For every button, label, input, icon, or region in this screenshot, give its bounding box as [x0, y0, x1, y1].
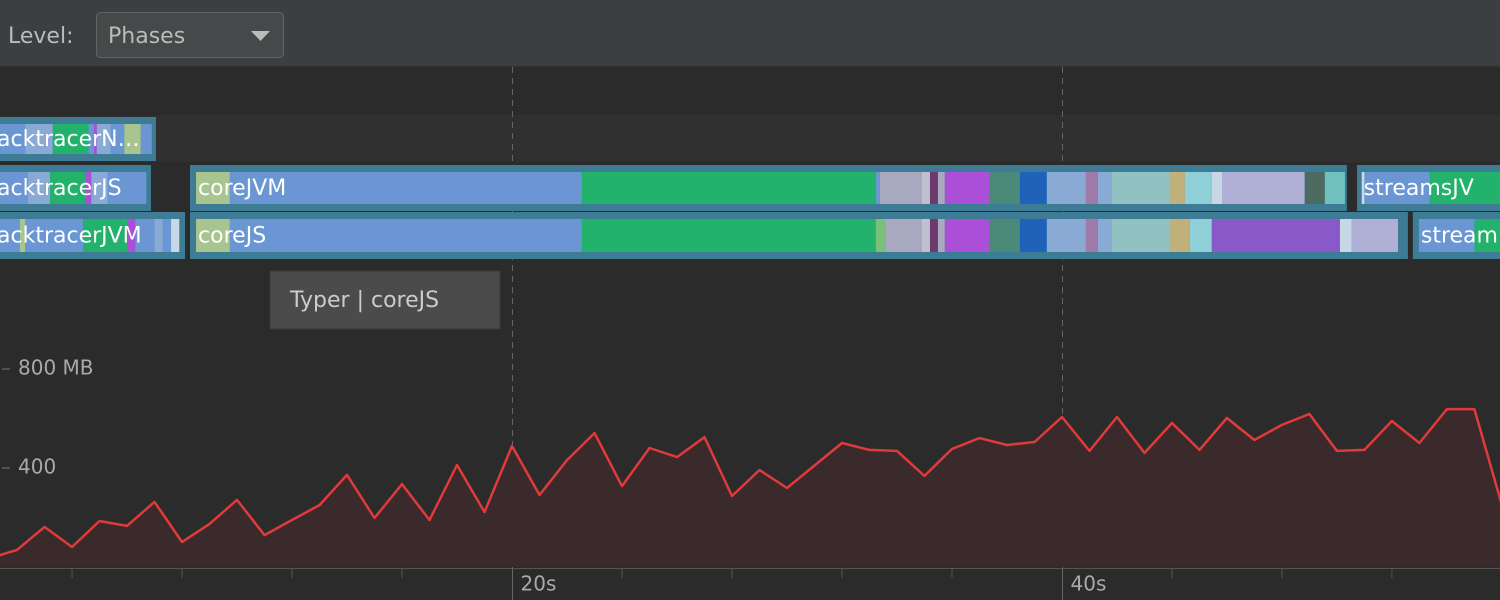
y-tick-label: 800 MB — [18, 356, 94, 380]
phase-segment — [875, 172, 880, 204]
phase-segment — [875, 219, 886, 252]
phase-segment — [1474, 219, 1500, 252]
phase-segment — [1085, 172, 1098, 204]
phase-segment — [929, 219, 938, 252]
phase-segment — [19, 219, 26, 252]
phase-segment — [929, 172, 938, 204]
phase-segment — [88, 124, 95, 154]
phase-label: acktracerJS — [0, 176, 122, 201]
phase-segment — [83, 219, 128, 252]
phase-label: stream — [1421, 224, 1498, 249]
level-dropdown[interactable]: Phases — [96, 12, 284, 58]
phase-segment — [1364, 172, 1430, 204]
phase-segment — [1304, 172, 1325, 204]
tooltip-box — [269, 270, 501, 330]
phase-segment — [140, 124, 152, 154]
track-band — [0, 115, 1500, 162]
phase-segment — [1324, 172, 1345, 204]
phase-segment — [944, 219, 990, 252]
phase-segment — [1170, 219, 1190, 252]
phase-segment — [229, 219, 582, 252]
level-label: Level: — [8, 24, 73, 49]
phase-segment — [1019, 172, 1047, 204]
y-tick-label: 400 — [18, 455, 56, 479]
phase-segment — [229, 172, 582, 204]
phase-segment — [885, 219, 922, 252]
phase-segment — [85, 172, 92, 204]
grid: 20s 40s 400 800 MB — [0, 67, 1500, 600]
dropdown-value[interactable]: Phases — [108, 24, 185, 49]
phase-segment — [1339, 219, 1352, 252]
phase-segment — [879, 172, 922, 204]
phase-segment — [1046, 219, 1086, 252]
phase-segment — [0, 172, 29, 204]
phase-segment — [0, 124, 26, 154]
phase-label: acktracerJVM — [0, 224, 142, 249]
phase-segment — [989, 219, 1020, 252]
phase-segment — [96, 124, 111, 154]
phase-segment — [989, 172, 1020, 204]
memory-chart — [0, 407, 1500, 567]
phase-segment — [107, 172, 147, 204]
dropdown-arrow[interactable] — [251, 31, 270, 41]
dropdown-box[interactable] — [96, 12, 284, 58]
phase-segment — [94, 124, 97, 154]
phase-segment — [162, 219, 172, 252]
phase-segment — [110, 124, 125, 154]
phase-segment — [1211, 219, 1340, 252]
phase-segment — [196, 219, 230, 252]
phase-segment — [581, 219, 876, 252]
phase-label: acktracerN… — [0, 127, 140, 152]
phase-segment — [1418, 219, 1475, 252]
phase-segment — [944, 172, 990, 204]
tooltip-text: Typer | coreJS — [289, 288, 439, 313]
phase-segment — [154, 219, 163, 252]
phase-segment — [1046, 172, 1086, 204]
phase-label: streamsJV — [1364, 176, 1474, 201]
phase-segment — [52, 124, 89, 154]
phase-segment — [937, 172, 945, 204]
phase-segment — [937, 219, 945, 252]
phase-segment — [135, 219, 155, 252]
phase-segment — [50, 172, 86, 204]
phase-segment — [25, 219, 84, 252]
phase-segment — [171, 219, 180, 252]
phase-segment — [1085, 219, 1098, 252]
phase-segment — [1019, 219, 1047, 252]
phase-segment — [921, 172, 930, 204]
tooltip: Typer | coreJS — [269, 270, 501, 330]
phase-segment — [1189, 219, 1212, 252]
phase-segment — [196, 172, 230, 204]
phase-segment — [91, 172, 108, 204]
x-tick-label: 20s — [521, 572, 557, 596]
phase-segment — [1361, 172, 1365, 204]
phase-segment — [0, 219, 20, 252]
phase-segment — [1112, 172, 1171, 204]
phase-segment — [1097, 172, 1113, 204]
phase-segment — [28, 172, 51, 204]
phase-segment — [127, 219, 136, 252]
phase-segment — [921, 219, 930, 252]
phase-segment — [1170, 172, 1185, 204]
phase-segment — [124, 124, 141, 154]
x-tick-label: 40s — [1071, 572, 1107, 596]
phase-segment — [1429, 172, 1500, 204]
timeline-tracks: acktracerN… acktracerJS coreJVM streamsJV ac… — [0, 117, 1500, 259]
phase-label: coreJS — [198, 224, 266, 249]
phase-segment — [1184, 172, 1212, 204]
phase-segment — [1351, 219, 1398, 252]
phase-segment — [581, 172, 876, 204]
phase-segment — [1112, 219, 1171, 252]
phase-segment — [1211, 172, 1222, 204]
phase-segment — [25, 124, 53, 154]
phase-label: coreJVM — [198, 176, 286, 201]
memory-area — [0, 409, 1500, 567]
phase-segment — [1097, 219, 1113, 252]
memory-line — [0, 407, 1500, 557]
phase-segment — [1221, 172, 1305, 204]
